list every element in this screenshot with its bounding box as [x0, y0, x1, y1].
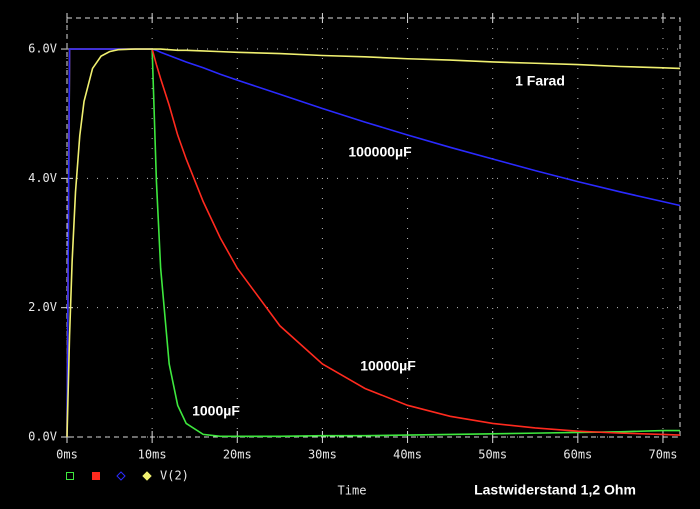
x-axis-label: Time [338, 484, 367, 498]
legend-marker [66, 472, 74, 480]
x-tick-label: 60ms [563, 448, 592, 462]
plot-border [66, 17, 681, 438]
legend-text: V(2) [160, 469, 189, 483]
x-tick-label: 40ms [393, 448, 422, 462]
series-line [66, 48, 681, 438]
x-tick-label: 20ms [223, 448, 252, 462]
y-tick-label: 2.0V [28, 300, 57, 314]
legend-marker [116, 471, 126, 481]
legend-marker [92, 472, 100, 480]
y-tick-label: 4.0V [28, 171, 57, 185]
y-tick-label: 0.0V [28, 430, 57, 444]
x-tick-label: 70ms [649, 448, 678, 462]
curve-label: 100000µF [348, 144, 412, 160]
series-line [66, 48, 681, 438]
curve-label: 10000µF [360, 358, 416, 374]
curve-label: 1 Farad [515, 73, 565, 89]
y-tick-label: 6.0V [28, 42, 57, 56]
x-tick-label: 0ms [56, 448, 78, 462]
annotation: Lastwiderstand 1,2 Ohm [474, 482, 636, 498]
x-tick-label: 10ms [138, 448, 167, 462]
curve-label: 1000µF [192, 403, 240, 419]
legend-marker [142, 471, 152, 481]
x-tick-label: 50ms [478, 448, 507, 462]
x-tick-label: 30ms [308, 448, 337, 462]
